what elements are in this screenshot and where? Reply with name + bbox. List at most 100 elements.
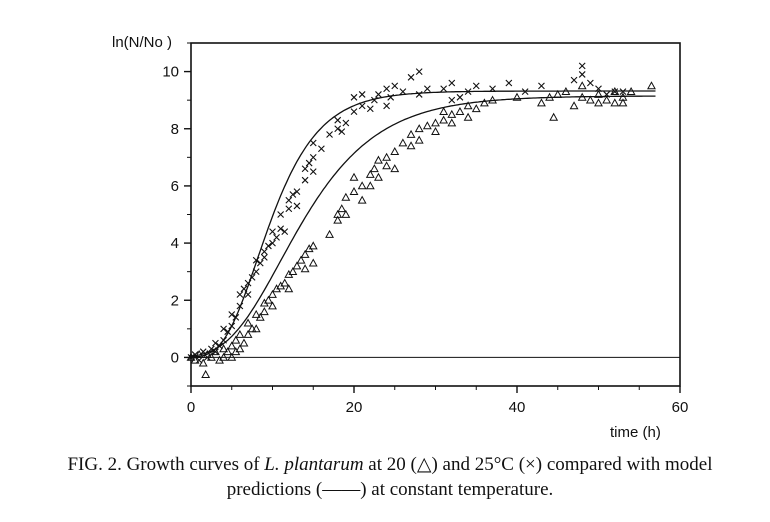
cross-marker: [338, 128, 346, 135]
y-tick-label: 8: [171, 121, 179, 138]
triangle-marker: [447, 109, 457, 118]
cross-marker: [301, 176, 309, 184]
cross-marker: [203, 354, 211, 361]
cross-marker: [586, 79, 594, 87]
cross-marker: [199, 348, 207, 356]
cross-marker: [387, 93, 395, 101]
cross-marker: [309, 168, 317, 176]
y-tick-label: 6: [171, 178, 179, 195]
triangle-marker: [341, 192, 351, 201]
axis-ticks: 0 20 40 60 0 2 4 6 8 10: [162, 42, 689, 416]
cross-marker: [273, 233, 280, 241]
triangle-marker: [431, 118, 440, 127]
triangle-marker: [594, 98, 603, 107]
triangle-marker: [610, 86, 620, 95]
triangle-marker: [259, 307, 269, 316]
cross-marker: [399, 88, 407, 95]
cross-marker: [578, 71, 586, 78]
cross-marker: [277, 211, 285, 218]
x-tick-label: 60: [672, 399, 689, 416]
x-tick-label: 40: [509, 399, 526, 416]
triangle-marker: [406, 129, 416, 138]
triangle-marker: [369, 164, 379, 173]
y-tick-label: 10: [162, 64, 179, 81]
triangle-marker: [439, 106, 449, 115]
cross-marker: [383, 102, 390, 110]
cross-marker: [415, 68, 423, 75]
cross-marker: [407, 73, 415, 81]
cross-marker: [236, 291, 244, 298]
x-tick-label: 0: [187, 399, 195, 416]
cross-marker: [521, 88, 529, 95]
triangle-marker: [341, 209, 351, 218]
triangle-marker: [602, 95, 612, 104]
triangle-marker: [357, 181, 367, 190]
triangle-marker: [610, 98, 620, 107]
cross-marker: [240, 285, 248, 293]
triangle-marker: [296, 255, 306, 264]
triangle-marker: [374, 172, 383, 181]
y-axis-label: ln(N/No ): [112, 34, 172, 51]
triangle-marker: [618, 98, 628, 107]
cross-marker: [464, 88, 472, 95]
triangle-marker: [463, 101, 473, 110]
cross-marker: [383, 85, 390, 93]
triangle-marker: [292, 261, 302, 270]
triangle-marker: [569, 101, 579, 110]
triangle-marker: [455, 106, 465, 115]
triangle-marker: [585, 95, 595, 104]
cross-marker: [366, 105, 374, 113]
cross-marker: [603, 91, 611, 98]
cross-marker: [269, 239, 276, 247]
triangle-marker: [357, 195, 367, 204]
triangle-marker: [251, 309, 261, 318]
cross-marker: [595, 85, 602, 93]
triangle-marker: [239, 338, 249, 347]
triangle-marker: [243, 318, 253, 327]
triangle-marker: [333, 215, 343, 224]
triangle-marker: [227, 352, 237, 361]
cross-marker: [228, 311, 236, 318]
cross-marker: [195, 356, 203, 364]
cross-marker: [220, 325, 227, 333]
x-tick-label: 20: [346, 399, 363, 416]
cross-marker: [309, 153, 317, 161]
triangle-marker: [545, 92, 555, 101]
model-curve: [190, 90, 656, 358]
triangle-marker: [231, 335, 241, 344]
cross-marker: [207, 345, 215, 353]
triangle-marker: [280, 278, 290, 287]
triangle-marker: [365, 169, 375, 178]
triangle-marker: [479, 98, 489, 107]
data-points: [186, 62, 656, 378]
triangle-marker: [349, 172, 359, 181]
triangle-marker: [414, 135, 424, 144]
triangle-marker: [398, 138, 408, 147]
cross-marker: [309, 139, 317, 147]
cross-marker: [334, 125, 342, 133]
triangle-marker: [288, 267, 298, 276]
triangle-marker: [414, 124, 424, 133]
triangle-marker: [337, 204, 347, 213]
cross-marker: [220, 336, 227, 344]
cross-marker: [277, 225, 285, 233]
cross-marker: [318, 145, 325, 153]
triangle-marker: [227, 341, 237, 350]
triangle-marker: [268, 301, 277, 310]
triangle-marker: [431, 126, 440, 135]
triangle-marker: [447, 118, 457, 127]
cross-marker: [248, 273, 256, 281]
cross-marker: [285, 196, 293, 204]
cross-marker: [281, 228, 289, 236]
triangle-marker: [439, 115, 449, 124]
triangle-marker: [235, 344, 245, 353]
triangle-marker: [471, 104, 481, 113]
triangle-marker: [553, 89, 563, 98]
y-tick-label: 2: [171, 292, 179, 309]
cross-marker: [244, 291, 252, 298]
cross-marker: [301, 165, 309, 173]
cross-marker: [305, 159, 313, 167]
triangle-marker: [263, 295, 273, 304]
triangle-marker: [235, 329, 245, 338]
cross-marker: [260, 253, 268, 261]
